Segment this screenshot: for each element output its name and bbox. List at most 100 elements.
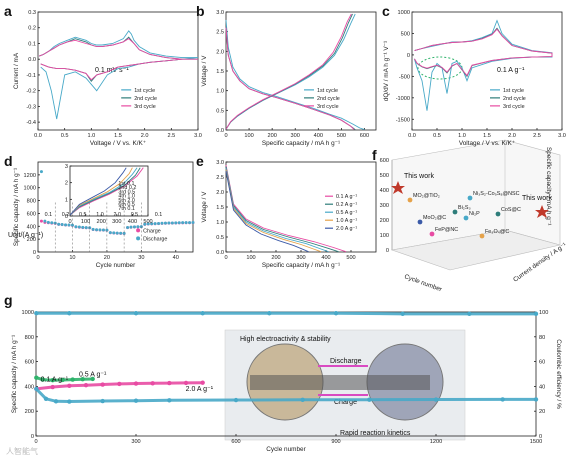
x-tick-label-e: 400 bbox=[321, 255, 330, 261]
scatter-point-f bbox=[479, 233, 485, 239]
rate-label-d: 0.5 bbox=[79, 212, 87, 218]
y-tick-label-d-inset: 0 bbox=[65, 214, 68, 220]
y-axis-label-e: Voltage / V bbox=[201, 191, 208, 223]
rate-label-d: 1.0 bbox=[96, 212, 104, 218]
y-axis-label-a: Current / mA bbox=[13, 52, 20, 89]
rate-label-g: 0.5 A g⁻¹ bbox=[79, 372, 107, 379]
x-tick-label-b: 500 bbox=[337, 133, 346, 139]
z-tick-label-f: 300 bbox=[380, 203, 389, 209]
data-point-d-s1 bbox=[126, 225, 130, 229]
y-tick-label-a: 0.0 bbox=[28, 57, 36, 63]
y-tick-label-c: -500 bbox=[399, 74, 410, 80]
legend-label-inset: 1st 0.1 bbox=[118, 181, 134, 187]
y-tick-label-d: 1200 bbox=[24, 173, 36, 179]
scatter-label-f: Ni₂P bbox=[469, 211, 480, 217]
panel-label-g: g bbox=[4, 292, 13, 308]
data-point-d-s0 bbox=[39, 219, 43, 223]
scatter-label-f: Ni₃S₂-Co₉S₈@NSC bbox=[473, 191, 520, 197]
y-tick-label-c: 0 bbox=[407, 53, 410, 59]
series-line-e-s3 bbox=[225, 169, 322, 253]
y-tick-label-c: 500 bbox=[401, 31, 410, 37]
scatter-point-f bbox=[467, 195, 473, 201]
legend-label-b: 3rd cycle bbox=[317, 104, 339, 110]
legend-label-e: 1.0 A g⁻¹ bbox=[336, 218, 357, 224]
y2-tick-label-g: 40 bbox=[539, 384, 545, 390]
x-tick-label-d-inset: 400 bbox=[128, 219, 137, 225]
data-point-d-s1 bbox=[95, 228, 99, 232]
series-line-b-s0 bbox=[225, 19, 365, 131]
legend-label-b: 2nd cycle bbox=[317, 96, 340, 102]
g-inset-charge: Charge bbox=[334, 399, 357, 406]
panel-label-f: f bbox=[372, 147, 377, 163]
legend-label-c: 2nd cycle bbox=[503, 96, 526, 102]
plot-frame-d bbox=[37, 161, 194, 253]
data-point-d-s1 bbox=[46, 220, 50, 224]
y-tick-label-d-inset: 3 bbox=[65, 164, 68, 170]
panel-label-a: a bbox=[4, 3, 12, 19]
data-point-d-s1 bbox=[184, 221, 188, 225]
x-tick-label-d-inset: 100 bbox=[81, 219, 90, 225]
y-tick-label-c: -1500 bbox=[396, 117, 410, 123]
data-point-d-s1 bbox=[77, 225, 81, 229]
x-tick-label-c: 1.5 bbox=[483, 133, 491, 139]
y2-tick-label-g: 60 bbox=[539, 360, 545, 366]
scatter-label-f: MO₂@TiO₂ bbox=[413, 193, 440, 199]
legend-label-inset: 3rd 0.5 bbox=[118, 189, 135, 195]
star-marker-2 bbox=[535, 205, 549, 218]
data-point-d-s1 bbox=[67, 223, 71, 227]
data-point-d-s1 bbox=[191, 221, 195, 225]
panel-f-3d bbox=[390, 139, 561, 271]
data-point-d-s1 bbox=[64, 223, 68, 227]
y2-tick-label-g: 100 bbox=[539, 310, 548, 316]
series-line-e-s2 bbox=[225, 167, 329, 253]
x-tick-label-d: 0 bbox=[36, 255, 39, 261]
x-tick-label-b: 100 bbox=[244, 133, 253, 139]
scatter-label-f: CoS@C bbox=[501, 207, 521, 213]
series-line-d-inset-s0 bbox=[69, 167, 144, 216]
y-tick-label-g: 200 bbox=[25, 409, 34, 415]
y-tick-label-b: 1.0 bbox=[216, 89, 224, 95]
legend-label-inset: 6th 0.5 bbox=[118, 202, 135, 208]
scatter-point-f bbox=[407, 197, 413, 203]
series-band-g-s2 bbox=[35, 387, 536, 404]
z-tick-label-f: 600 bbox=[380, 158, 389, 164]
y-tick-label-b: 1.5 bbox=[216, 69, 224, 75]
x-tick-label-a: 3.0 bbox=[194, 133, 202, 139]
x-tick-label-g: 0 bbox=[34, 439, 37, 445]
plot-frame-d-inset bbox=[69, 165, 149, 217]
y-tick-label-a: -0.3 bbox=[26, 104, 36, 110]
x-axis-label-e: Specific capacity / mA h g⁻¹ bbox=[262, 262, 340, 269]
legend-label-a: 3rd cycle bbox=[134, 104, 156, 110]
y-tick-label-a: 0.1 bbox=[28, 41, 36, 47]
y-tick-label-e: 2.5 bbox=[216, 175, 224, 181]
g-inset-discharge: Discharge bbox=[330, 358, 362, 365]
x-tick-label-e: 200 bbox=[271, 255, 280, 261]
rate-label-g: 0.1 A g⁻¹ bbox=[41, 377, 69, 384]
g-inset-label-bottom: Rapid reaction kinetics bbox=[340, 430, 411, 437]
series-line-e-s0 bbox=[225, 164, 347, 253]
legend-label-inset: 7th 0.1 bbox=[118, 206, 135, 212]
y-tick-label-b: 2.5 bbox=[216, 30, 224, 36]
legend-label-e: 2.0 A g⁻¹ bbox=[336, 226, 357, 232]
series-line-b-s5 bbox=[225, 13, 352, 130]
y-tick-label-g: 0 bbox=[31, 434, 34, 440]
y2-tick-label-g: 20 bbox=[539, 409, 545, 415]
series-line-b-s4 bbox=[225, 13, 353, 130]
data-point-d-s1 bbox=[174, 221, 178, 225]
x-axis-label-c: Voltage / V vs. K/K⁺ bbox=[459, 140, 515, 147]
x-tick-label-g: 1200 bbox=[430, 439, 442, 445]
scatter-label-f: Fe₃O₄@C bbox=[485, 229, 509, 235]
data-point-d-s1 bbox=[74, 225, 78, 229]
data-point-d-s1 bbox=[132, 225, 136, 229]
z-tick-label-f: 0 bbox=[386, 248, 389, 254]
y-tick-label-d: 400 bbox=[27, 224, 36, 230]
legend-label-c: 3rd cycle bbox=[503, 104, 525, 110]
watermark: 人智能气 bbox=[6, 446, 38, 456]
legend-label-d: Discharge bbox=[143, 236, 167, 242]
data-point-d-s1 bbox=[157, 221, 161, 225]
x-tick-label-g: 600 bbox=[231, 439, 240, 445]
series-line-c-s2 bbox=[414, 28, 553, 77]
x-tick-label-c: 0.0 bbox=[408, 133, 416, 139]
y-tick-label-d-inset: 2 bbox=[65, 181, 68, 187]
